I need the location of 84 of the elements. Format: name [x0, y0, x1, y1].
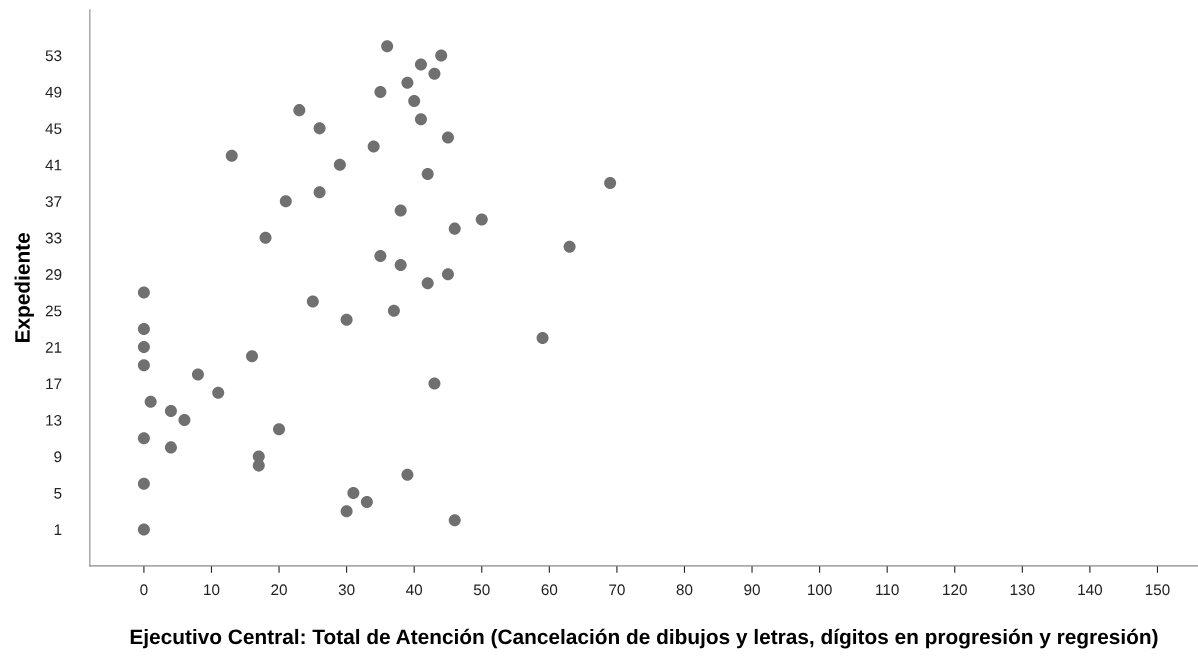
point	[225, 149, 238, 162]
y-tick-label: 49	[45, 86, 62, 98]
point	[137, 477, 150, 490]
point	[246, 350, 259, 363]
x-tick-label: 90	[744, 584, 760, 596]
x-tick-label: 120	[943, 584, 967, 596]
point	[164, 441, 177, 454]
point	[394, 204, 407, 217]
point	[421, 277, 434, 290]
point	[259, 231, 272, 244]
x-tick-label: 130	[1010, 584, 1035, 596]
point	[137, 359, 150, 372]
point	[191, 368, 204, 381]
point	[401, 76, 414, 89]
point	[333, 158, 346, 171]
x-tick-label: 150	[1145, 584, 1170, 596]
point	[435, 49, 448, 62]
y-tick-label: 29	[45, 269, 62, 280]
point	[604, 177, 617, 190]
point	[164, 404, 177, 417]
point	[381, 40, 394, 53]
x-tick-label: 0	[140, 584, 148, 596]
y-tick-label: 17	[46, 378, 62, 390]
point	[340, 505, 353, 518]
point	[306, 295, 319, 308]
point	[387, 304, 400, 317]
point	[340, 313, 353, 326]
x-tick-label: 100	[808, 584, 832, 596]
y-tick-label: 33	[45, 232, 62, 244]
y-tick-label: 45	[45, 123, 62, 135]
x-tick-label: 20	[271, 584, 287, 596]
point	[137, 523, 150, 536]
point	[428, 67, 441, 80]
point	[401, 468, 414, 481]
y-axis-title: Expediente	[14, 233, 34, 343]
point	[374, 249, 387, 262]
point	[563, 240, 576, 253]
y-tick-label: 21	[45, 341, 62, 353]
point	[313, 122, 326, 135]
y-tick-label: 37	[45, 196, 62, 207]
point	[313, 186, 326, 199]
point	[414, 58, 427, 71]
y-tick-label: 53	[45, 50, 62, 62]
x-tick-label: 70	[609, 584, 625, 596]
point	[536, 331, 549, 345]
y-tick-label: 41	[45, 159, 62, 171]
point	[394, 259, 407, 272]
x-tick-label: 30	[338, 584, 355, 596]
point	[374, 85, 387, 98]
x-tick-label: 80	[676, 584, 693, 596]
point	[421, 167, 434, 180]
y-tick-label: 9	[54, 451, 62, 463]
point	[212, 386, 225, 399]
x-tick-label: 10	[204, 584, 220, 596]
y-tick-label: 25	[45, 305, 62, 317]
point	[414, 113, 427, 126]
point	[475, 213, 488, 226]
point	[367, 140, 380, 153]
y-tick-label: 5	[54, 487, 62, 499]
point	[137, 286, 150, 299]
point	[441, 268, 454, 281]
point	[293, 104, 306, 117]
point	[273, 423, 286, 436]
y-tick-label: 13	[46, 414, 62, 426]
point	[360, 496, 373, 509]
point	[178, 414, 191, 427]
point	[279, 195, 292, 208]
point	[428, 377, 441, 390]
x-tick-label: 50	[473, 584, 490, 596]
x-axis-title: Ejecutivo Central: Total de Atención (Cancelación de dibujos y letras, dígitos en progresión y regresión)	[130, 628, 1158, 649]
x-tick-label: 140	[1078, 584, 1103, 596]
x-tick-label: 60	[541, 584, 558, 596]
point	[137, 341, 150, 354]
point	[144, 395, 157, 408]
x-tick-label: 40	[406, 584, 423, 596]
point	[137, 432, 150, 445]
y-tick-label: 1	[54, 524, 62, 535]
point	[347, 486, 360, 499]
point	[137, 322, 150, 335]
x-tick-label: 110	[876, 584, 899, 596]
point	[448, 514, 461, 527]
point	[441, 131, 454, 144]
point	[408, 95, 421, 108]
point	[448, 222, 461, 235]
